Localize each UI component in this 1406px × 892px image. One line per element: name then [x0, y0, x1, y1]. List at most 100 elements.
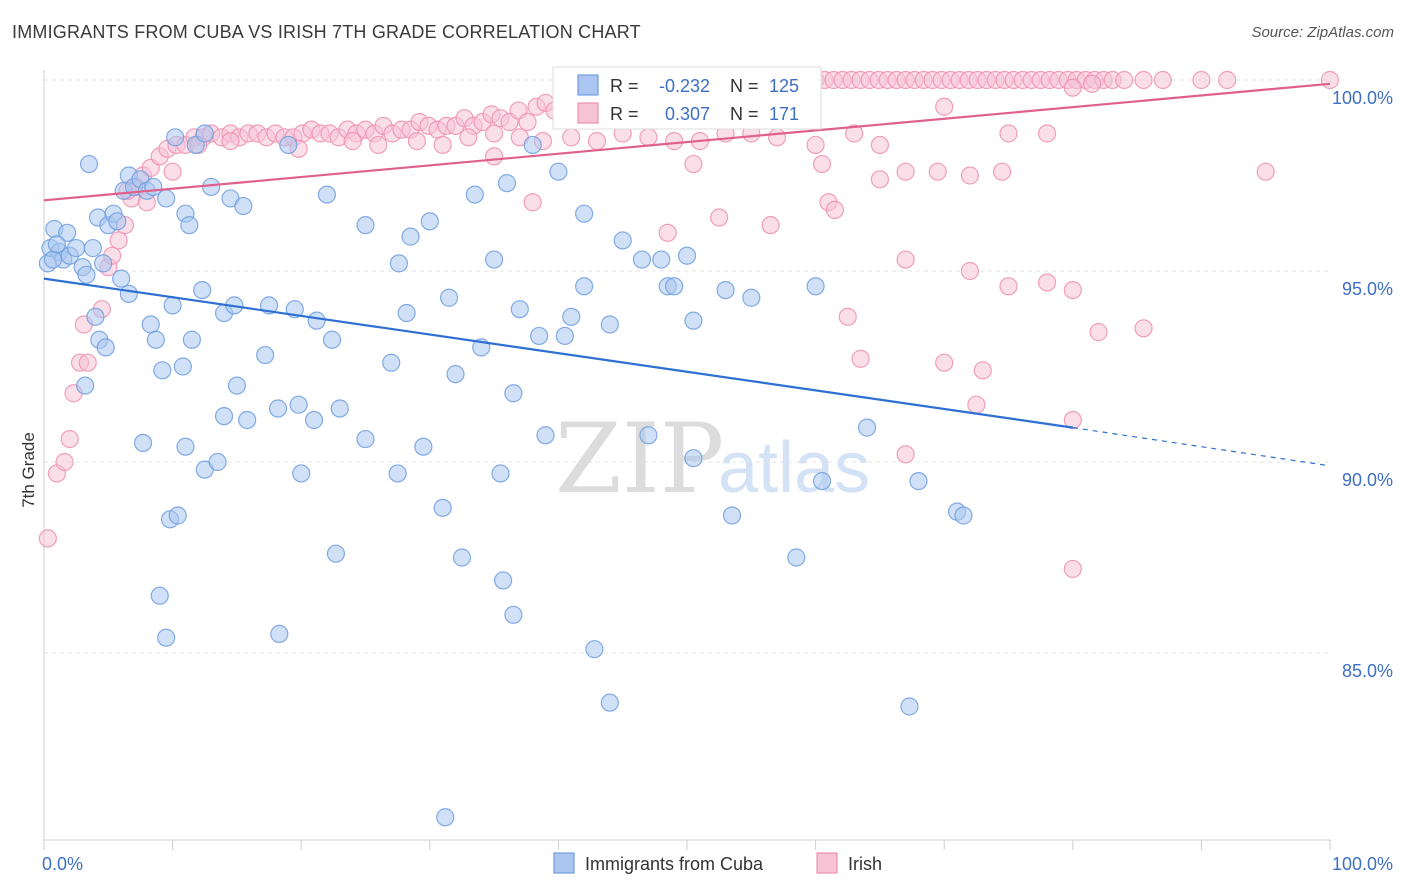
irish-point-128 — [1218, 70, 1237, 90]
cuba-point-119 — [494, 571, 513, 590]
legend-n-label-irish: N = — [730, 104, 759, 124]
cuba-point-18 — [79, 154, 99, 174]
watermark: ZIP atlas — [555, 403, 870, 515]
irish-point-176 — [1063, 281, 1082, 300]
cuba-point-43 — [575, 204, 594, 223]
irish-point-136 — [459, 128, 478, 147]
cuba-point-122 — [157, 628, 176, 647]
irish-point-3 — [60, 429, 79, 449]
cuba-point-121 — [150, 586, 169, 605]
cuba-point-69 — [600, 315, 619, 334]
irish-point-153 — [935, 97, 954, 116]
cuba-point-7 — [67, 238, 86, 258]
cuba-point-112 — [909, 472, 928, 491]
irish-point-141 — [587, 132, 607, 151]
cuba-point-87 — [382, 353, 401, 372]
legend-swatch-irish — [577, 102, 599, 124]
cuba-point-82 — [256, 345, 275, 365]
y-tick-label-3: 85.0% — [1342, 661, 1393, 681]
cuba-point-97 — [214, 407, 234, 426]
cuba-point-12 — [83, 238, 102, 258]
irish-point-58 — [518, 112, 537, 132]
cuba-point-52 — [146, 330, 165, 349]
irish-point-171 — [825, 200, 844, 219]
cuba-point-46 — [677, 246, 697, 265]
watermark-atlas: atlas — [718, 428, 870, 508]
legend-n-value-cuba: 125 — [769, 76, 799, 96]
cuba-point-108 — [722, 506, 742, 525]
irish-point-160 — [870, 170, 890, 189]
cuba-point-37 — [401, 227, 420, 246]
cuba-point-86 — [330, 399, 349, 418]
cuba-point-67 — [555, 326, 574, 346]
legend-n-value-irish: 171 — [769, 104, 799, 124]
irish-point-144 — [665, 132, 684, 151]
irish-point-11 — [109, 231, 128, 250]
x-tick-label-max: 100.0% — [1332, 854, 1393, 874]
cuba-point-83 — [268, 399, 288, 418]
irish-point-135 — [433, 135, 452, 155]
cuba-point-66 — [510, 300, 529, 319]
irish-point-184 — [1063, 410, 1082, 430]
cuba-point-34 — [279, 135, 298, 155]
irish-point-157 — [1082, 74, 1102, 93]
legend-r-value-irish: 0.307 — [665, 104, 710, 124]
cuba-point-17 — [108, 212, 127, 231]
cuba-point-124 — [585, 640, 604, 659]
y-tick-label-2: 90.0% — [1342, 470, 1393, 490]
y-tick-labels: 100.0% 95.0% 90.0% 85.0% — [1332, 88, 1393, 681]
irish-point-168 — [710, 208, 729, 227]
irish-point-169 — [761, 216, 780, 235]
irish-point-129 — [1320, 70, 1340, 90]
cuba-point-60 — [307, 311, 326, 330]
legend-r-label-irish: R = — [610, 104, 639, 124]
irish-trend-line — [43, 82, 1331, 202]
cuba-point-38 — [420, 212, 439, 231]
cuba-point-54 — [182, 330, 201, 349]
cuba-point-44 — [613, 231, 632, 250]
cuba-point-55 — [193, 281, 212, 300]
y-tick-label-0: 100.0% — [1332, 88, 1393, 108]
irish-point-6 — [78, 353, 97, 372]
cuba-point-50 — [119, 284, 138, 304]
irish-point-173 — [960, 261, 980, 281]
cuba-point-114 — [954, 506, 973, 525]
irish-point-134 — [407, 132, 427, 151]
cuba-point-91 — [530, 326, 549, 346]
irish-point-178 — [1134, 319, 1153, 338]
cuba-point-103 — [433, 498, 452, 517]
irish-point-175 — [1037, 273, 1057, 292]
irish-point-143 — [639, 128, 658, 147]
series-label-cuba: Immigrants from Cuba — [585, 854, 764, 874]
cuba-point-116 — [168, 506, 187, 525]
cuba-point-85 — [304, 410, 324, 430]
cuba-point-127 — [436, 808, 455, 827]
x-tick-label-min: 0.0% — [42, 854, 83, 874]
series-swatch-irish — [816, 852, 838, 874]
irish-point-172 — [896, 250, 915, 269]
irish-point-158 — [684, 154, 703, 174]
cuba-point-42 — [549, 162, 568, 181]
irish-point-188 — [163, 162, 182, 181]
cuba-point-94 — [176, 437, 195, 456]
legend-r-label-cuba: R = — [610, 76, 639, 96]
correlation-legend: R = -0.232 N = 125 R = 0.307 N = 171 — [552, 66, 822, 130]
cuba-point-98 — [238, 410, 257, 430]
irish-point-124 — [1115, 70, 1134, 90]
irish-point-186 — [1063, 559, 1082, 579]
cuba-point-72 — [665, 277, 684, 296]
cuba-point-39 — [465, 185, 484, 204]
cuba-point-28 — [180, 216, 199, 235]
cuba-point-102 — [414, 437, 433, 456]
cuba-point-117 — [326, 544, 346, 563]
legend-n-label-cuba: N = — [730, 76, 759, 96]
cuba-point-63 — [397, 303, 416, 323]
cuba-point-81 — [227, 376, 246, 395]
irish-point-140 — [562, 128, 581, 147]
irish-point-174 — [999, 277, 1018, 296]
irish-point-167 — [658, 223, 677, 242]
cuba-point-77 — [76, 376, 95, 395]
series-swatch-cuba — [553, 852, 575, 874]
series-legend: Immigrants from Cuba Irish — [553, 852, 882, 874]
